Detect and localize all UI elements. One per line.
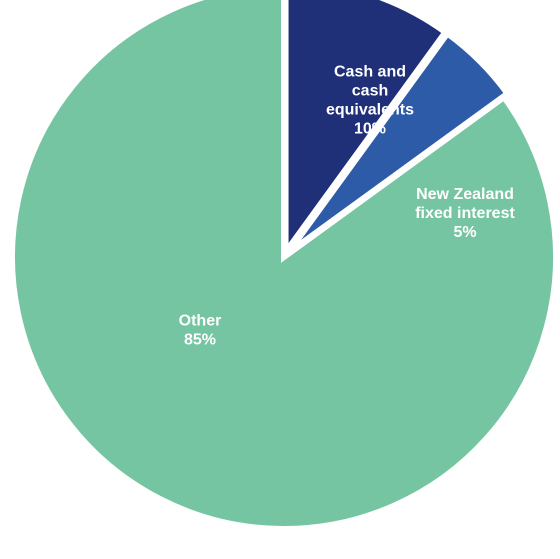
- slice-name-label: equivalents: [326, 102, 414, 119]
- pie-slice-other: [9, 0, 559, 532]
- slice-name-label: Other: [179, 313, 222, 330]
- pie-labels: Cash and cash equivalents 10% New Zealand fix…: [179, 64, 516, 349]
- slice-name-label: Cash and: [334, 64, 406, 81]
- slice-label: Cash and cash equivalents 10%: [326, 64, 414, 138]
- slice-value-label: 10%: [354, 121, 386, 138]
- pie-slice-new-zealand-fixed-interest: [285, 29, 512, 256]
- slice-label: New Zealand fixed interest 5%: [415, 186, 515, 241]
- pie-slices: [9, 0, 559, 532]
- slice-name-label: New Zealand: [416, 186, 514, 203]
- slice-label: Other 85%: [179, 313, 222, 349]
- slice-value-label: 85%: [184, 332, 216, 349]
- slice-value-label: 5%: [453, 224, 476, 241]
- slice-name-label: fixed interest: [415, 205, 515, 222]
- slice-name-label: cash: [352, 83, 388, 100]
- pie-slice-cash-and-cash-equivalents: [282, 0, 450, 262]
